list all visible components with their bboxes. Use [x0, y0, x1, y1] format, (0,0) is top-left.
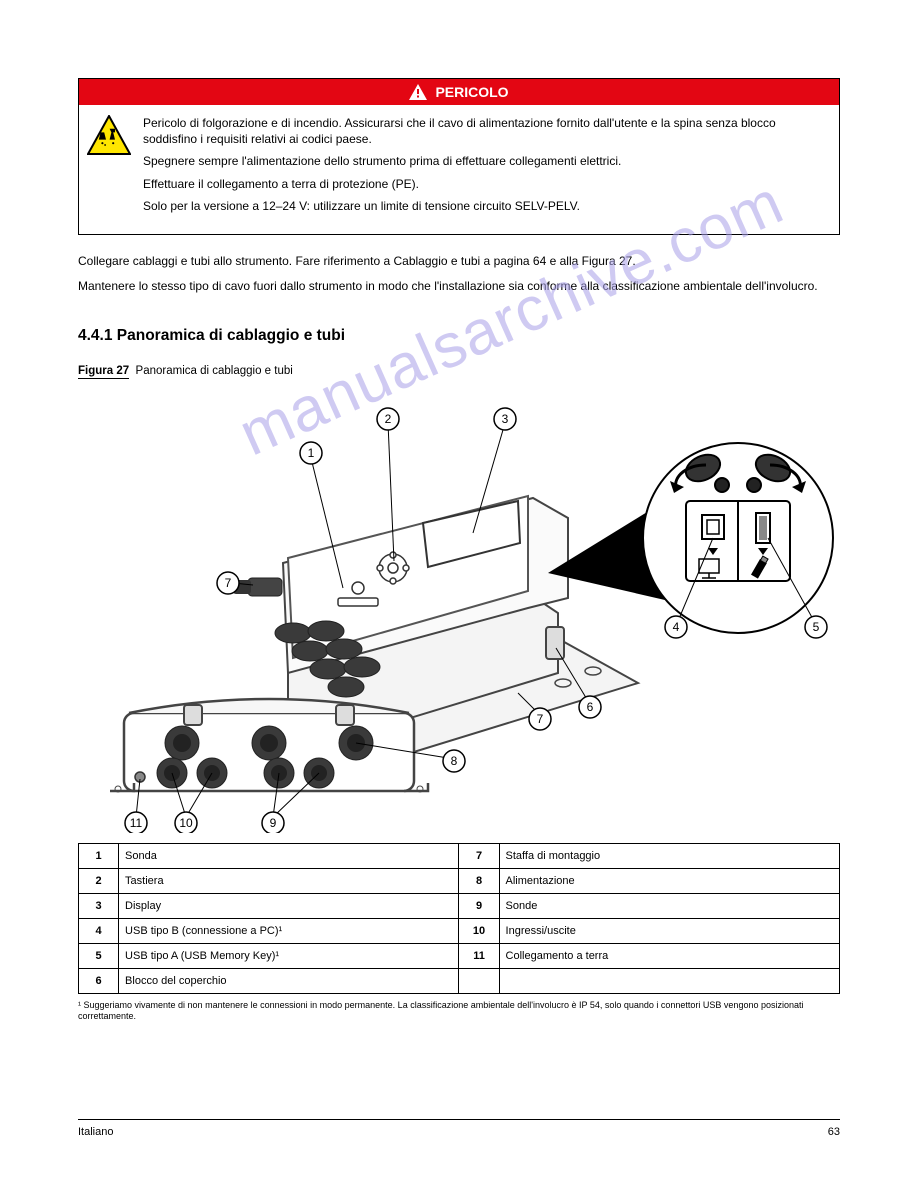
callout-11: 11	[130, 816, 143, 830]
hazard-line-3: Solo per la versione a 12–24 V: utilizza…	[143, 198, 827, 214]
cell-desc: Tastiera	[119, 868, 459, 893]
components-table: 1 Sonda 7 Staffa di montaggio 2 Tastiera…	[78, 843, 840, 994]
callout-2: 2	[385, 412, 392, 426]
table-row: 5 USB tipo A (USB Memory Key)¹ 11 Colleg…	[79, 943, 840, 968]
section-heading: 4.4.1 Panoramica di cablaggio e tubi	[78, 327, 840, 345]
front-view	[110, 699, 428, 792]
hazard-text: Pericolo di folgorazione e di incendio. …	[139, 105, 839, 234]
callout-9: 9	[270, 816, 277, 830]
table-row: 4 USB tipo B (connessione a PC)¹ 10 Ingr…	[79, 918, 840, 943]
cell-num: 4	[79, 918, 119, 943]
cell-num: 9	[459, 893, 499, 918]
table-row: 1 Sonda 7 Staffa di montaggio	[79, 843, 840, 868]
callout-8: 8	[451, 754, 458, 768]
intro-p1: Collegare cablaggi e tubi allo strumento…	[78, 253, 840, 270]
hazard-body: Pericolo di folgorazione e di incendio. …	[79, 105, 839, 234]
footer-page: 63	[828, 1126, 840, 1138]
callout-4: 4	[673, 620, 680, 634]
hazard-line-1: Spegnere sempre l'alimentazione dello st…	[143, 153, 827, 169]
cell-desc: Sonde	[499, 893, 839, 918]
cell-num: 11	[459, 943, 499, 968]
cell-desc: Collegamento a terra	[499, 943, 839, 968]
warning-triangle-icon	[409, 84, 427, 100]
cell-desc: Blocco del coperchio	[119, 968, 459, 993]
callout-7b: 7	[225, 576, 232, 590]
cell-desc: USB tipo B (connessione a PC)¹	[119, 918, 459, 943]
cell-desc	[499, 968, 839, 993]
cell-num	[459, 968, 499, 993]
callout-1: 1	[308, 446, 315, 460]
footer-language: Italiano	[78, 1126, 113, 1138]
cell-num: 3	[79, 893, 119, 918]
cell-num: 6	[79, 968, 119, 993]
intro-text: Collegare cablaggi e tubi allo strumento…	[78, 253, 840, 295]
hazard-box: PERICOLO Pericolo di folgorazione e di i…	[78, 78, 840, 235]
cell-desc: Sonda	[119, 843, 459, 868]
callout-7a: 7	[537, 712, 544, 726]
usb-inset	[548, 443, 833, 633]
cell-desc: Display	[119, 893, 459, 918]
intro-p2: Mantenere lo stesso tipo di cavo fuori d…	[78, 278, 840, 295]
figure-caption: Figura 27 Panoramica di cablaggio e tubi	[78, 365, 840, 377]
cell-num: 10	[459, 918, 499, 943]
callout-5: 5	[813, 620, 820, 634]
hazard-banner: PERICOLO	[79, 79, 839, 105]
table-row: 3 Display 9 Sonde	[79, 893, 840, 918]
figure-caption-text: Panoramica di cablaggio e tubi	[136, 365, 293, 377]
figure-area: manualsarchive.com	[78, 383, 838, 833]
hazard-icon-cell	[79, 105, 139, 234]
page-footer: Italiano 63	[78, 1119, 840, 1138]
page-root: PERICOLO Pericolo di folgorazione e di i…	[0, 0, 918, 1188]
cell-num: 1	[79, 843, 119, 868]
figure-number: Figura 27	[78, 365, 129, 379]
cell-num: 8	[459, 868, 499, 893]
cell-num: 5	[79, 943, 119, 968]
cell-num: 2	[79, 868, 119, 893]
corrosive-hazard-icon	[87, 115, 131, 155]
cell-desc: Ingressi/uscite	[499, 918, 839, 943]
footnote: ¹ Suggeriamo vivamente di non mantenere …	[78, 1000, 840, 1023]
cell-desc: Alimentazione	[499, 868, 839, 893]
callout-10: 10	[179, 816, 193, 830]
callout-3: 3	[502, 412, 509, 426]
hazard-banner-text: PERICOLO	[435, 84, 508, 100]
hazard-title: Pericolo di folgorazione e di incendio. …	[143, 115, 827, 147]
cell-num: 7	[459, 843, 499, 868]
table-row: 6 Blocco del coperchio	[79, 968, 840, 993]
device-diagram: 1 2 3 4 5 6	[78, 383, 838, 833]
hazard-line-2: Effettuare il collegamento a terra di pr…	[143, 176, 827, 192]
cell-desc: USB tipo A (USB Memory Key)¹	[119, 943, 459, 968]
cell-desc: Staffa di montaggio	[499, 843, 839, 868]
callout-6: 6	[587, 700, 594, 714]
table-row: 2 Tastiera 8 Alimentazione	[79, 868, 840, 893]
